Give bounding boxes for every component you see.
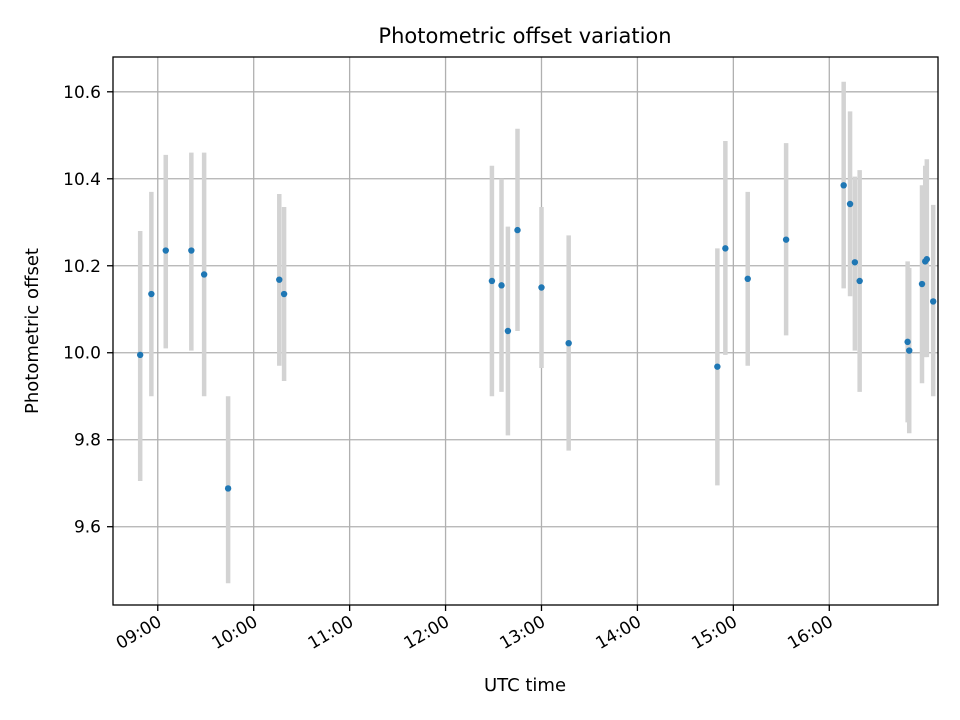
data-point bbox=[856, 277, 863, 285]
data-point bbox=[200, 271, 208, 278]
data-point bbox=[923, 256, 931, 263]
data-point bbox=[565, 339, 572, 347]
y-tick-label: 10.4 bbox=[63, 170, 101, 190]
data-point bbox=[276, 276, 283, 283]
chart-title: Photometric offset variation bbox=[378, 24, 671, 48]
data-point bbox=[904, 338, 911, 346]
y-tick-label: 10.0 bbox=[63, 344, 101, 364]
data-point bbox=[148, 290, 155, 298]
data-point bbox=[162, 247, 169, 254]
x-axis-label: UTC time bbox=[484, 675, 566, 696]
data-point bbox=[514, 226, 521, 234]
data-point bbox=[840, 182, 847, 189]
data-point bbox=[714, 363, 721, 370]
y-tick-label: 9.8 bbox=[74, 431, 101, 451]
data-point bbox=[906, 347, 913, 354]
data-point bbox=[782, 236, 790, 243]
data-point bbox=[504, 327, 512, 335]
data-point bbox=[846, 200, 854, 208]
data-point bbox=[188, 247, 195, 254]
y-tick-label: 9.6 bbox=[74, 518, 101, 538]
data-point bbox=[488, 277, 496, 285]
data-point bbox=[918, 280, 926, 288]
data-point bbox=[136, 351, 144, 359]
y-tick-label: 10.6 bbox=[63, 83, 101, 103]
y-axis: 9.6 9.8 10.0 10.2 10.4 10.6 bbox=[63, 83, 113, 538]
data-point bbox=[224, 485, 232, 492]
data-point bbox=[498, 282, 505, 289]
y-tick-label: 10.2 bbox=[63, 257, 101, 277]
data-point bbox=[538, 284, 545, 291]
data-point bbox=[930, 298, 937, 305]
data-points bbox=[136, 182, 937, 492]
plot-frame bbox=[112, 56, 939, 606]
data-point bbox=[280, 290, 288, 298]
data-point bbox=[851, 259, 859, 266]
data-point bbox=[744, 275, 751, 283]
data-point bbox=[722, 245, 729, 252]
y-axis-label: Photometric offset bbox=[22, 248, 43, 414]
